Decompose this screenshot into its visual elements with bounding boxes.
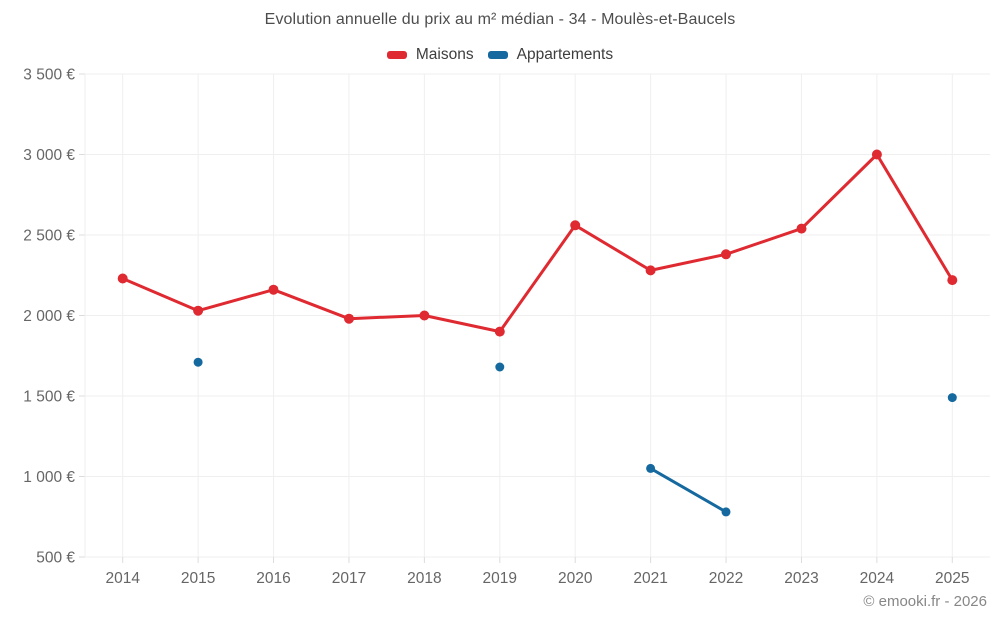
y-axis-label: 1 000 €: [23, 469, 75, 486]
x-axis-label: 2016: [256, 570, 290, 587]
watermark: © emooki.fr - 2026: [863, 593, 987, 610]
data-point-maisons-2015[interactable]: [193, 305, 204, 316]
data-point-appartements-2022[interactable]: [721, 507, 731, 517]
maisons-legend-marker-icon: [386, 51, 407, 59]
maisons-legend-label: Maisons: [415, 46, 474, 63]
y-axis-label: 1 500 €: [23, 389, 75, 406]
appartements-legend-marker-icon: [487, 51, 508, 59]
x-axis-label: 2021: [633, 570, 667, 587]
x-axis-label: 2018: [407, 570, 441, 587]
data-point-maisons-2024[interactable]: [871, 149, 882, 160]
x-axis-label: 2025: [935, 570, 969, 587]
y-axis-label: 2 500 €: [23, 228, 75, 245]
y-axis-label: 3 000 €: [23, 147, 75, 164]
x-axis-label: 2022: [709, 570, 743, 587]
chart-title: Evolution annuelle du prix au m² médian …: [264, 11, 736, 28]
x-axis-label: 2017: [332, 570, 366, 587]
data-point-maisons-2017[interactable]: [344, 313, 354, 324]
x-axis-label: 2024: [860, 570, 895, 587]
legend-item-appartements[interactable]: Appartements: [487, 46, 614, 64]
data-point-appartements-2019[interactable]: [495, 362, 505, 372]
x-axis-label: 2015: [181, 570, 215, 587]
data-point-maisons-2018[interactable]: [419, 310, 430, 321]
legend-item-maisons[interactable]: Maisons: [386, 46, 474, 64]
data-point-maisons-2016[interactable]: [268, 284, 279, 295]
data-point-maisons-2021[interactable]: [645, 265, 656, 276]
legend: Maisons Appartements: [0, 46, 1000, 64]
data-point-maisons-2019[interactable]: [494, 326, 505, 337]
maisons-line: [121, 153, 954, 334]
appartements-legend-label: Appartements: [516, 46, 614, 63]
x-axis-label: 2019: [483, 570, 517, 587]
data-point-maisons-2014[interactable]: [117, 273, 128, 284]
data-point-maisons-2023[interactable]: [796, 223, 807, 234]
data-point-appartements-2021[interactable]: [646, 463, 656, 473]
data-point-maisons-2020[interactable]: [570, 220, 581, 231]
y-axis-label: 500 €: [36, 550, 75, 567]
y-axis-label: 3 500 €: [23, 67, 75, 84]
x-axis-label: 2014: [105, 570, 140, 587]
x-axis-label: 2020: [558, 570, 593, 587]
data-point-maisons-2022[interactable]: [721, 249, 731, 260]
y-axis-label: 2 000 €: [23, 308, 75, 325]
data-point-appartements-2025[interactable]: [947, 393, 957, 403]
data-point-maisons-2025[interactable]: [947, 275, 958, 286]
data-point-appartements-2015[interactable]: [193, 357, 203, 367]
x-axis-label: 2023: [784, 570, 818, 587]
